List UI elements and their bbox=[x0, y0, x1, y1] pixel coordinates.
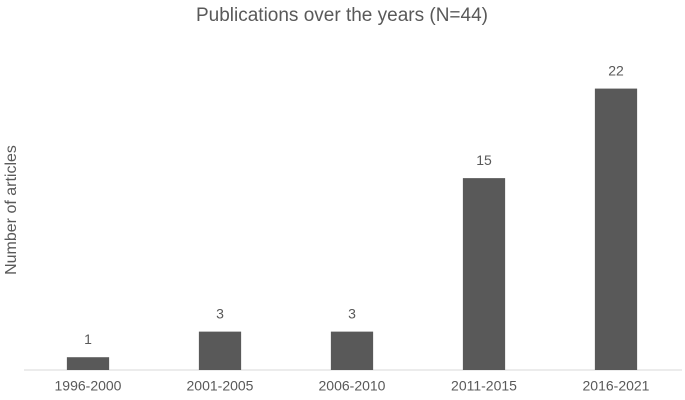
data-label: 15 bbox=[476, 152, 492, 168]
x-tick-label: 2011-2015 bbox=[451, 378, 517, 394]
bar bbox=[330, 331, 374, 370]
data-label: 22 bbox=[608, 62, 624, 78]
x-tick-label: 2006-2010 bbox=[319, 378, 386, 394]
bar bbox=[66, 357, 110, 370]
x-tick-label: 2016-2021 bbox=[583, 378, 650, 394]
chart-title: Publications over the years (N=44) bbox=[196, 5, 488, 26]
bar bbox=[462, 178, 506, 370]
bar bbox=[198, 331, 242, 370]
x-tick-label: 2001-2005 bbox=[187, 378, 254, 394]
data-label: 3 bbox=[348, 305, 356, 321]
x-tick-label: 1996-2000 bbox=[55, 378, 122, 394]
data-label: 1 bbox=[84, 331, 92, 347]
bar bbox=[594, 88, 638, 370]
y-axis-label: Number of articles bbox=[3, 145, 20, 275]
data-label: 3 bbox=[216, 305, 224, 321]
